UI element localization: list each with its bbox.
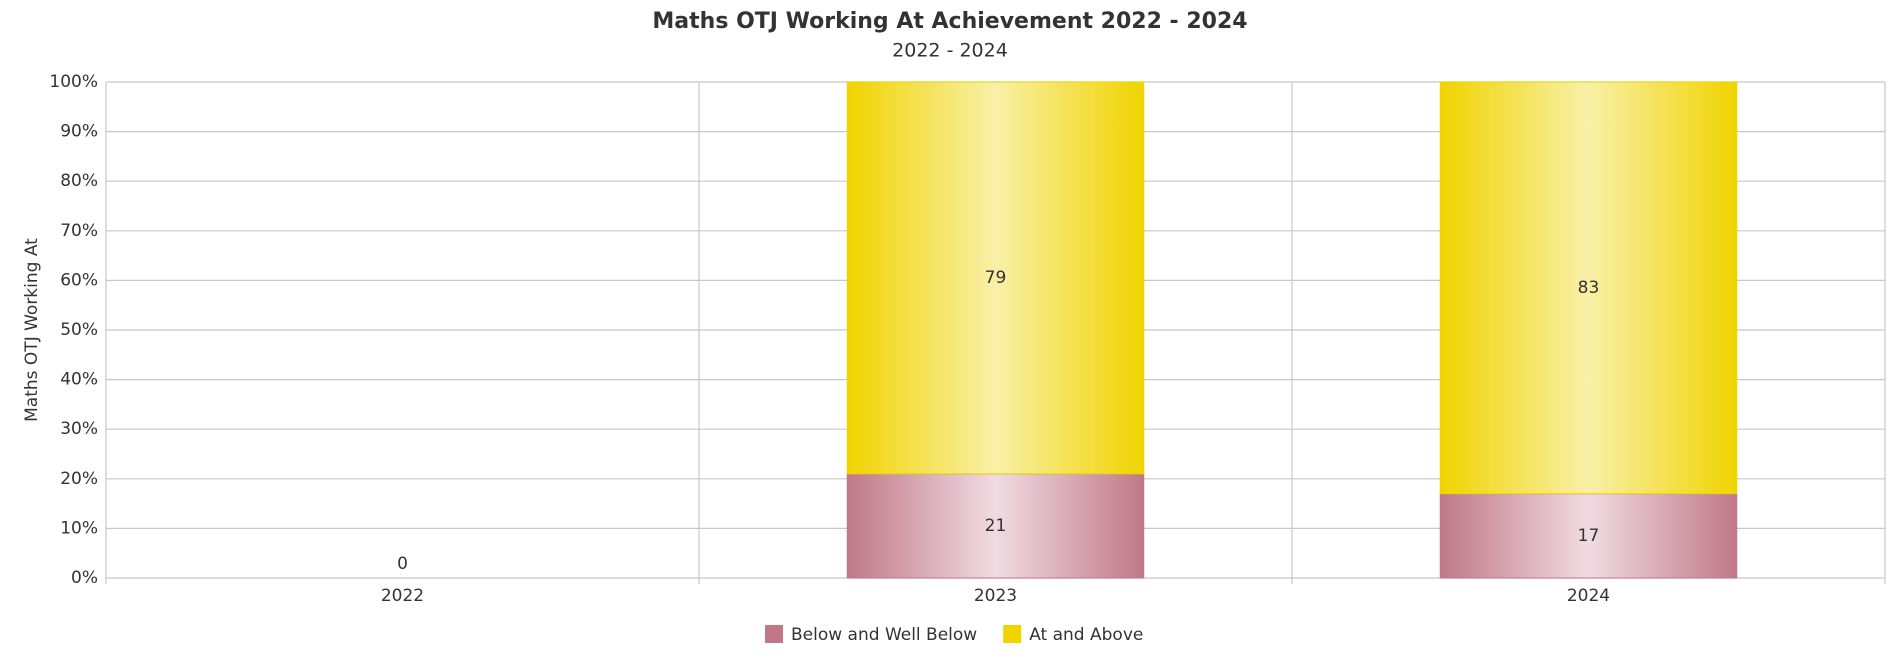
data-label: 0 bbox=[397, 554, 408, 574]
bar-segment bbox=[846, 81, 1145, 475]
x-tick-label: 2022 bbox=[381, 586, 424, 606]
y-tick-label: 100% bbox=[49, 72, 98, 92]
legend-swatch bbox=[1003, 625, 1022, 643]
bar-segment bbox=[1439, 493, 1738, 579]
chart-subtitle: 2022 - 2024 bbox=[892, 40, 1008, 62]
legend-swatch bbox=[765, 625, 783, 643]
data-label: 79 bbox=[985, 268, 1007, 288]
legend-label: Below and Well Below bbox=[791, 625, 977, 645]
y-tick-label: 30% bbox=[60, 419, 98, 439]
y-axis-label: Maths OTJ Working At bbox=[22, 238, 42, 422]
data-label: 21 bbox=[985, 516, 1007, 536]
y-tick-label: 90% bbox=[60, 122, 98, 142]
y-tick-label: 40% bbox=[60, 370, 98, 390]
bar-segment bbox=[1439, 81, 1738, 495]
x-tick-label: 2024 bbox=[1567, 586, 1610, 606]
y-tick-label: 50% bbox=[60, 320, 98, 340]
x-tick-label: 2023 bbox=[974, 586, 1017, 606]
data-label: 83 bbox=[1578, 278, 1600, 298]
bar-segment bbox=[846, 473, 1145, 579]
y-tick-label: 70% bbox=[60, 221, 98, 241]
y-tick-label: 60% bbox=[60, 270, 98, 290]
y-tick-label: 0% bbox=[71, 568, 98, 588]
chart-title: Maths OTJ Working At Achievement 2022 - … bbox=[652, 9, 1247, 34]
data-label: 17 bbox=[1578, 526, 1600, 546]
legend-label: At and Above bbox=[1029, 625, 1143, 645]
y-tick-label: 20% bbox=[60, 469, 98, 489]
y-tick-label: 10% bbox=[60, 518, 98, 538]
y-tick-label: 80% bbox=[60, 171, 98, 191]
